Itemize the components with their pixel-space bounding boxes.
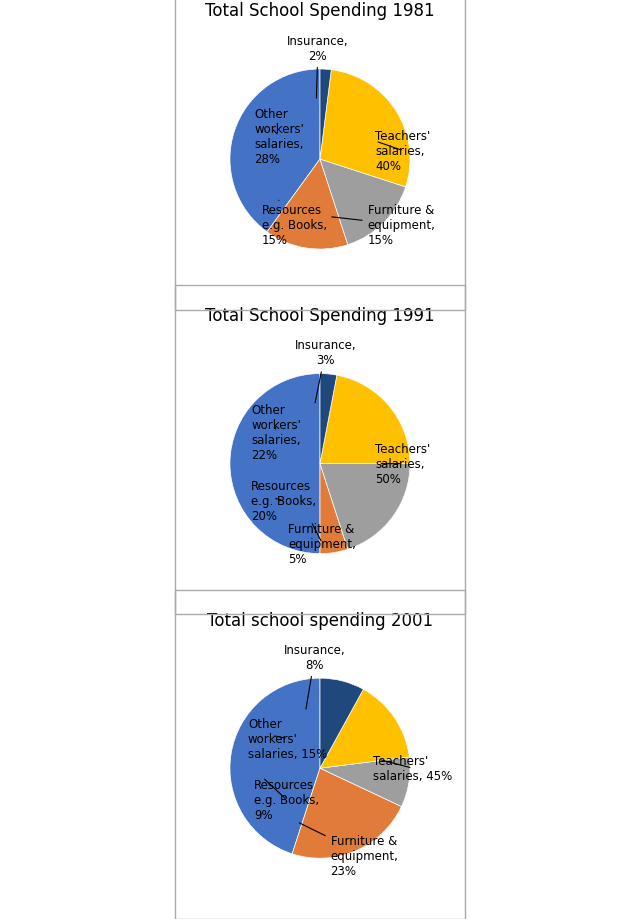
Text: Teachers'
salaries,
40%: Teachers' salaries, 40% bbox=[375, 130, 430, 173]
Wedge shape bbox=[320, 70, 332, 160]
Text: Other
workers'
salaries,
22%: Other workers' salaries, 22% bbox=[251, 403, 301, 461]
Wedge shape bbox=[292, 768, 401, 858]
Text: Insurance,
2%: Insurance, 2% bbox=[287, 35, 349, 99]
Wedge shape bbox=[320, 376, 410, 464]
Text: Other
workers'
salaries, 15%: Other workers' salaries, 15% bbox=[248, 717, 327, 760]
Wedge shape bbox=[320, 757, 410, 807]
Title: Total School Spending 1991: Total School Spending 1991 bbox=[205, 307, 435, 324]
Wedge shape bbox=[320, 464, 348, 554]
Text: Insurance,
3%: Insurance, 3% bbox=[294, 339, 356, 403]
Text: Other
workers'
salaries,
28%: Other workers' salaries, 28% bbox=[254, 108, 304, 165]
Text: Resources
e.g. Books,
20%: Resources e.g. Books, 20% bbox=[251, 480, 316, 523]
Wedge shape bbox=[320, 374, 337, 464]
Wedge shape bbox=[320, 464, 410, 550]
Text: Furniture &
equipment,
15%: Furniture & equipment, 15% bbox=[332, 204, 436, 247]
Title: Total school spending 2001: Total school spending 2001 bbox=[207, 611, 433, 629]
Wedge shape bbox=[320, 678, 364, 768]
Text: Teachers'
salaries,
50%: Teachers' salaries, 50% bbox=[375, 443, 430, 485]
Text: Resources
e.g. Books,
15%: Resources e.g. Books, 15% bbox=[262, 201, 327, 247]
Wedge shape bbox=[320, 160, 406, 245]
Wedge shape bbox=[230, 678, 320, 854]
Text: Furniture &
equipment,
23%: Furniture & equipment, 23% bbox=[300, 823, 399, 877]
Wedge shape bbox=[230, 70, 320, 233]
Text: Resources
e.g. Books,
9%: Resources e.g. Books, 9% bbox=[254, 778, 319, 822]
Wedge shape bbox=[230, 374, 320, 554]
Title: Total School Spending 1981: Total School Spending 1981 bbox=[205, 3, 435, 20]
Wedge shape bbox=[320, 71, 410, 187]
Text: Furniture &
equipment,
5%: Furniture & equipment, 5% bbox=[288, 522, 356, 565]
Text: Insurance,
8%: Insurance, 8% bbox=[284, 643, 346, 709]
Text: Teachers'
salaries, 45%: Teachers' salaries, 45% bbox=[373, 754, 452, 782]
Wedge shape bbox=[267, 160, 348, 250]
Wedge shape bbox=[320, 689, 410, 768]
